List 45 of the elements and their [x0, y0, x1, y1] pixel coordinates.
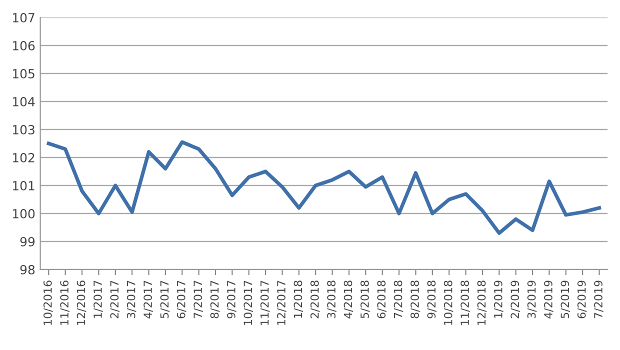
x-tick-label: 5/2018 — [360, 280, 370, 318]
y-tick-label: 100 — [12, 208, 35, 218]
x-tick-label: 4/2017 — [144, 280, 153, 318]
x-tick-label: 2/2018 — [310, 280, 320, 318]
line-series — [46, 140, 602, 235]
x-tick-label: 10/2018 — [444, 280, 454, 325]
y-tick-label: 105 — [12, 68, 34, 78]
x-tick-label: 5/2019 — [560, 280, 570, 318]
x-tick-label: 11/2017 — [260, 280, 270, 325]
x-tick-label: 3/2019 — [527, 280, 537, 318]
x-tick-label: 7/2018 — [394, 280, 404, 318]
x-tick-label: 2/2017 — [110, 280, 120, 318]
x-tick-label: 1/2018 — [294, 280, 304, 318]
x-tick-label: 8/2018 — [410, 280, 420, 318]
x-tick-label: 12/2017 — [277, 280, 286, 325]
y-tick-label: 107 — [12, 12, 34, 22]
x-tick-label: 9/2018 — [427, 280, 436, 318]
y-tick-label: 98 — [20, 264, 35, 274]
y-tick-label: 102 — [12, 152, 34, 162]
x-tick-label: 12/2016 — [76, 280, 86, 325]
y-tick-label: 106 — [12, 40, 35, 50]
x-tick-label: 10/2017 — [244, 280, 253, 325]
x-tick-label: 11/2018 — [460, 280, 470, 325]
x-tick-label: 6/2018 — [377, 280, 386, 318]
y-tick-label: 101 — [12, 180, 34, 190]
x-tick-label: 4/2018 — [344, 280, 354, 318]
x-tick-label: 10/2016 — [43, 280, 53, 325]
x-tick-label: 1/2017 — [94, 280, 103, 318]
y-tick-label: 99 — [20, 236, 35, 246]
y-tick-label: 103 — [12, 124, 34, 134]
x-tick-label: 3/2017 — [126, 280, 136, 318]
y-tick-label: 104 — [12, 96, 35, 106]
x-tick-label: 1/2019 — [494, 280, 504, 318]
x-tick-label: 11/2016 — [60, 280, 70, 325]
x-tick-label: 7/2019 — [594, 280, 604, 318]
x-tick-label: 6/2019 — [577, 280, 587, 318]
x-tick-label: 12/2018 — [477, 280, 487, 325]
x-tick-label: 3/2018 — [327, 280, 336, 318]
x-tick-label: 4/2019 — [544, 280, 554, 318]
x-tick-label: 9/2017 — [227, 280, 236, 318]
x-tick-label: 7/2017 — [194, 280, 203, 318]
x-tick-label: 6/2017 — [176, 280, 186, 318]
x-tick-label: 5/2017 — [160, 280, 170, 318]
x-tick-label: 8/2017 — [210, 280, 220, 318]
x-tick-label: 2/2019 — [510, 280, 520, 318]
